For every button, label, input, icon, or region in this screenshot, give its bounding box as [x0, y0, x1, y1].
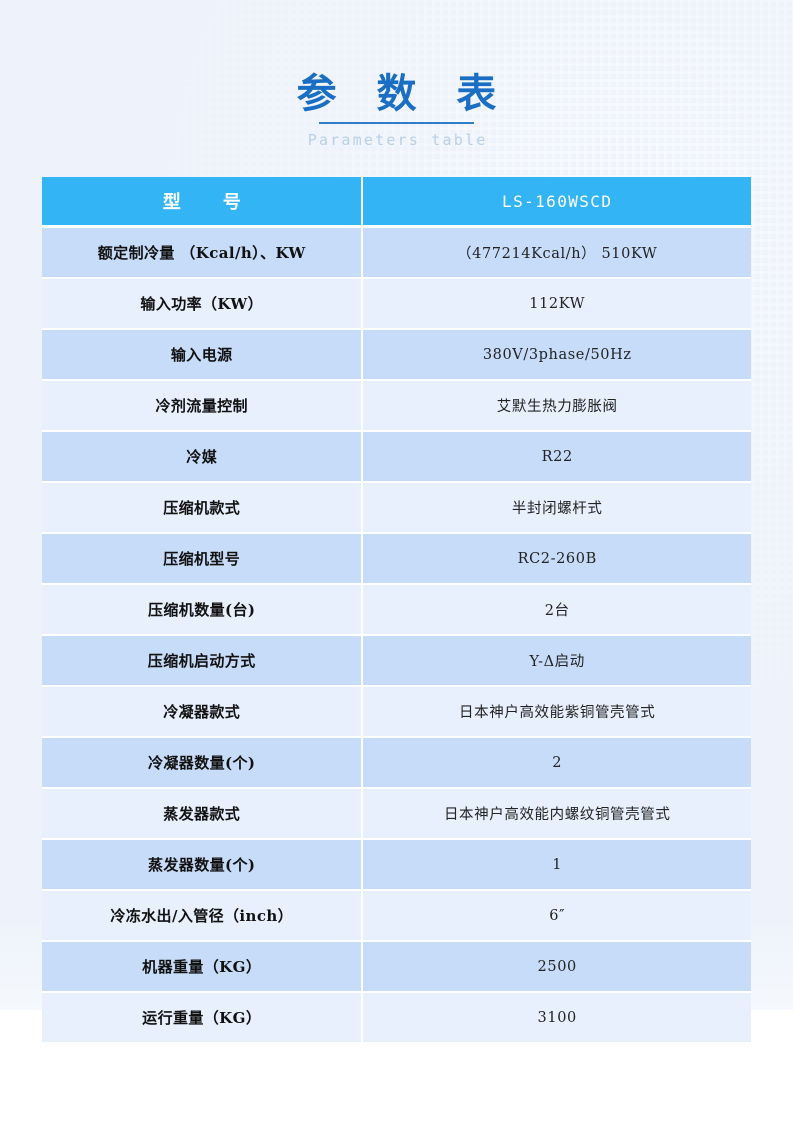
table-cell-value: 艾默生热力膨胀阀 — [363, 381, 751, 432]
page-title-block: 参 数 表 Parameters table — [0, 70, 793, 149]
table-cell-parameter: 压缩机款式 — [42, 483, 364, 534]
parameters-table-body: 型 号 LS-160WSCD 额定制冷量 （Kcal/h）、KW （477214K… — [42, 177, 751, 1044]
table-row: 压缩机型号 RC2-260B — [42, 534, 751, 585]
table-cell-parameter: 运行重量（KG） — [42, 993, 364, 1044]
table-cell-parameter: 冷凝器款式 — [42, 687, 364, 738]
page-title: 参 数 表 — [296, 70, 510, 117]
table-cell-value: 日本神户高效能内螺纹铜管壳管式 — [363, 789, 751, 840]
table-cell-value: （477214Kcal/h） 510KW — [363, 228, 751, 279]
table-cell-value: 112KW — [363, 279, 751, 330]
table-cell-value: RC2-260B — [363, 534, 751, 585]
table-header-parameter: 型 号 — [42, 177, 364, 228]
table-row: 冷剂流量控制 艾默生热力膨胀阀 — [42, 381, 751, 432]
table-cell-parameter: 输入电源 — [42, 330, 364, 381]
table-cell-parameter: 压缩机型号 — [42, 534, 364, 585]
table-row: 压缩机款式 半封闭螺杆式 — [42, 483, 751, 534]
table-row: 运行重量（KG） 3100 — [42, 993, 751, 1044]
table-cell-parameter: 冷剂流量控制 — [42, 381, 364, 432]
table-cell-parameter: 蒸发器款式 — [42, 789, 364, 840]
table-cell-parameter: 冷冻水出/入管径（inch） — [42, 891, 364, 942]
table-cell-value: 6″ — [363, 891, 751, 942]
table-cell-parameter: 额定制冷量 （Kcal/h）、KW — [42, 228, 364, 279]
table-cell-value: 半封闭螺杆式 — [363, 483, 751, 534]
table-cell-value: 日本神户高效能紫铜管壳管式 — [363, 687, 751, 738]
table-cell-value: 2500 — [363, 942, 751, 993]
table-cell-parameter: 冷媒 — [42, 432, 364, 483]
table-row: 输入电源 380V/3phase/50Hz — [42, 330, 751, 381]
table-row: 机器重量（KG） 2500 — [42, 942, 751, 993]
table-row: 输入功率（KW） 112KW — [42, 279, 751, 330]
table-header-value: LS-160WSCD — [363, 177, 751, 228]
page-subtitle: Parameters table — [307, 131, 488, 150]
table-row: 冷媒 R22 — [42, 432, 751, 483]
table-cell-value: 2台 — [363, 585, 751, 636]
table-cell-parameter: 机器重量（KG） — [42, 942, 364, 993]
table-cell-value: R22 — [363, 432, 751, 483]
table-cell-parameter: 蒸发器数量(个) — [42, 840, 364, 891]
table-cell-value: 2 — [363, 738, 751, 789]
table-row: 蒸发器数量(个) 1 — [42, 840, 751, 891]
title-underline-rule — [319, 122, 474, 125]
table-row: 冷冻水出/入管径（inch） 6″ — [42, 891, 751, 942]
table-row: 冷凝器数量(个) 2 — [42, 738, 751, 789]
table-cell-parameter: 冷凝器数量(个) — [42, 738, 364, 789]
table-row: 蒸发器款式 日本神户高效能内螺纹铜管壳管式 — [42, 789, 751, 840]
table-cell-value: 3100 — [363, 993, 751, 1044]
parameters-table: 型 号 LS-160WSCD 额定制冷量 （Kcal/h）、KW （477214K… — [42, 177, 751, 1044]
table-row: 额定制冷量 （Kcal/h）、KW （477214Kcal/h） 510KW — [42, 228, 751, 279]
table-row: 冷凝器款式 日本神户高效能紫铜管壳管式 — [42, 687, 751, 738]
table-cell-value: 1 — [363, 840, 751, 891]
table-cell-parameter: 压缩机启动方式 — [42, 636, 364, 687]
table-cell-parameter: 压缩机数量(台) — [42, 585, 364, 636]
table-cell-value: Y-Δ启动 — [363, 636, 751, 687]
table-cell-parameter: 输入功率（KW） — [42, 279, 364, 330]
table-header-row: 型 号 LS-160WSCD — [42, 177, 751, 228]
table-cell-value: 380V/3phase/50Hz — [363, 330, 751, 381]
table-row: 压缩机启动方式 Y-Δ启动 — [42, 636, 751, 687]
table-row: 压缩机数量(台) 2台 — [42, 585, 751, 636]
